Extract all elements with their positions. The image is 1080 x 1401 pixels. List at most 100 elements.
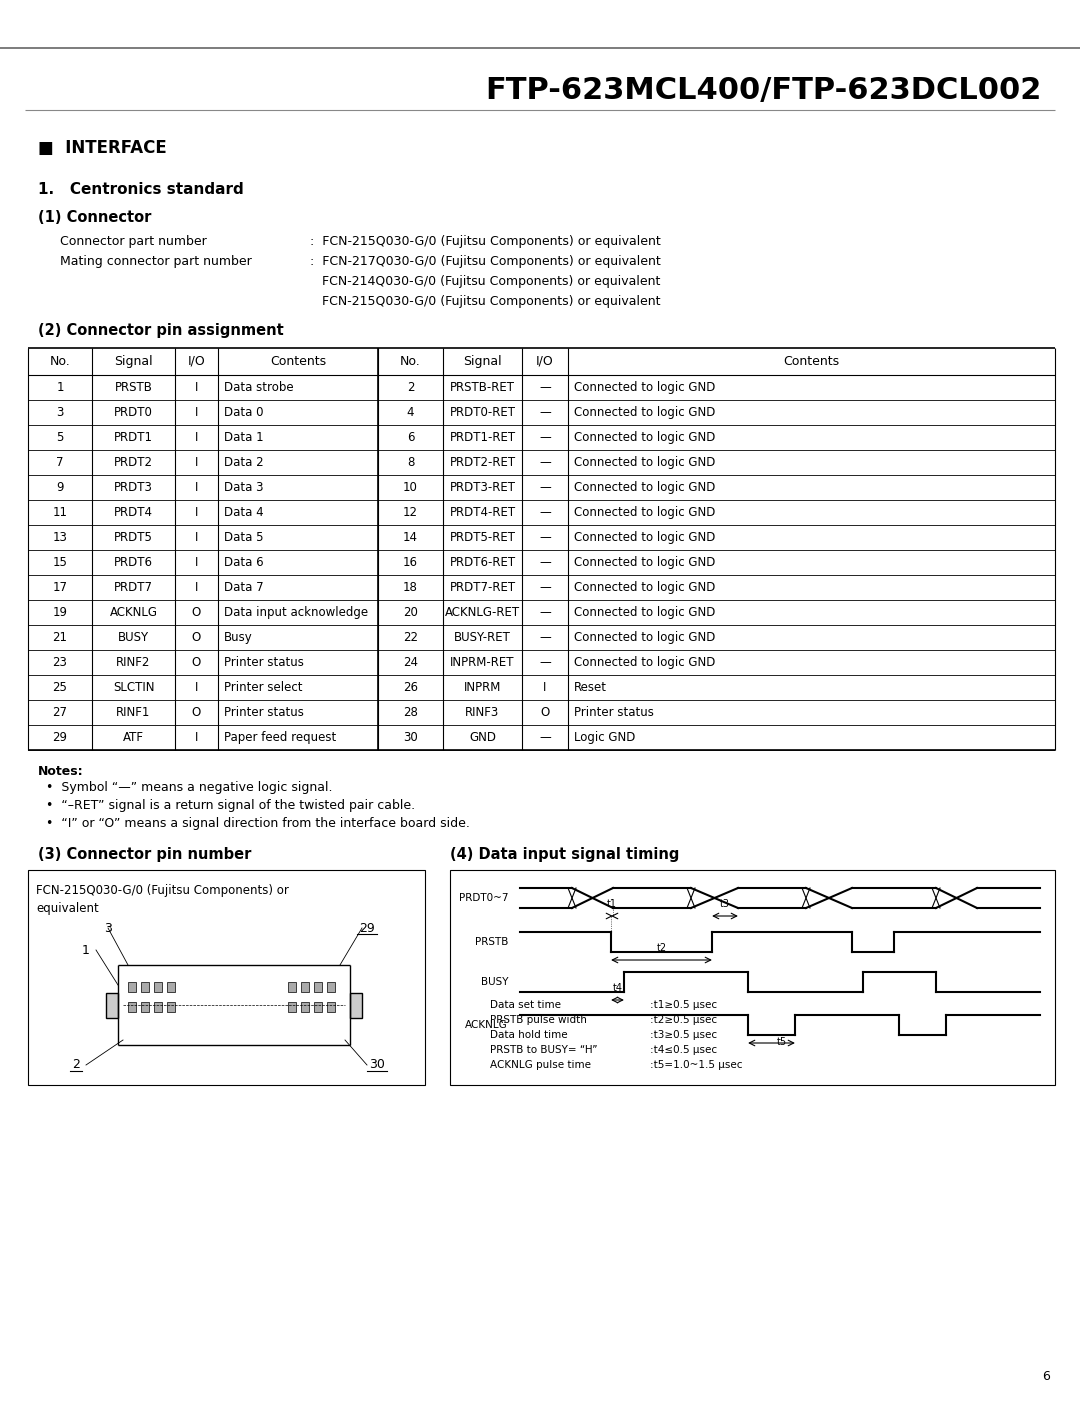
Text: Printer select: Printer select [224, 681, 302, 693]
Text: Data 1: Data 1 [224, 432, 264, 444]
Text: :  FCN-217Q030-G/0 (Fujitsu Components) or equivalent: : FCN-217Q030-G/0 (Fujitsu Components) o… [310, 255, 661, 269]
Text: —: — [539, 531, 551, 544]
Text: •  “I” or “O” means a signal direction from the interface board side.: • “I” or “O” means a signal direction fr… [38, 817, 470, 829]
Text: 4: 4 [407, 406, 415, 419]
Text: Data hold time: Data hold time [490, 1030, 568, 1040]
Text: —: — [539, 381, 551, 394]
Bar [129, 1002, 136, 1012]
Text: Reset: Reset [573, 681, 607, 693]
Text: 29: 29 [53, 731, 67, 744]
Bar [314, 982, 322, 992]
Text: BUSY: BUSY [481, 976, 508, 986]
Text: PRDT1-RET: PRDT1-RET [449, 432, 515, 444]
Text: I: I [194, 406, 199, 419]
Text: I: I [543, 681, 546, 693]
Text: PRDT1: PRDT1 [114, 432, 153, 444]
Text: FTP-623MCL400/FTP-623DCL002: FTP-623MCL400/FTP-623DCL002 [486, 76, 1042, 105]
Text: :t3≥0.5 μsec: :t3≥0.5 μsec [650, 1030, 717, 1040]
Text: No.: No. [50, 354, 70, 368]
Text: 17: 17 [53, 581, 67, 594]
Text: SLCTIN: SLCTIN [112, 681, 154, 693]
Text: Connected to logic GND: Connected to logic GND [573, 581, 715, 594]
Text: PRDT0~7: PRDT0~7 [459, 892, 508, 904]
Text: Connected to logic GND: Connected to logic GND [573, 432, 715, 444]
Text: RINF3: RINF3 [465, 706, 500, 719]
Text: I: I [194, 432, 199, 444]
Text: :t2≥0.5 μsec: :t2≥0.5 μsec [650, 1014, 717, 1026]
Text: Connector part number: Connector part number [60, 235, 206, 248]
Bar [106, 992, 118, 1017]
Bar [288, 1002, 296, 1012]
Text: FCN-215Q030-G/0 (Fujitsu Components) or equivalent: FCN-215Q030-G/0 (Fujitsu Components) or … [310, 296, 661, 308]
Text: •  Symbol “—” means a negative logic signal.: • Symbol “—” means a negative logic sign… [38, 780, 333, 794]
Text: PRDT3: PRDT3 [114, 481, 153, 495]
Text: PRDT6-RET: PRDT6-RET [449, 556, 515, 569]
Text: RINF2: RINF2 [117, 656, 151, 670]
Text: Busy: Busy [224, 630, 253, 644]
Bar [450, 870, 1055, 1084]
Text: 11: 11 [53, 506, 67, 518]
Text: 14: 14 [403, 531, 418, 544]
Text: O: O [540, 706, 550, 719]
Text: —: — [539, 506, 551, 518]
Text: Mating connector part number: Mating connector part number [60, 255, 252, 269]
Text: 18: 18 [403, 581, 418, 594]
Bar [327, 1002, 335, 1012]
Text: —: — [539, 481, 551, 495]
Text: t1: t1 [607, 899, 617, 909]
Text: ACKNLG: ACKNLG [109, 607, 158, 619]
Text: 23: 23 [53, 656, 67, 670]
Text: Contents: Contents [783, 354, 839, 368]
Text: I: I [194, 681, 199, 693]
Text: BUSY: BUSY [118, 630, 149, 644]
Text: 29: 29 [360, 922, 375, 934]
Text: Signal: Signal [463, 354, 502, 368]
Text: Data strobe: Data strobe [224, 381, 294, 394]
Text: O: O [192, 607, 201, 619]
Text: 6: 6 [407, 432, 415, 444]
Text: PRDT5-RET: PRDT5-RET [449, 531, 515, 544]
Bar [154, 1002, 162, 1012]
Text: FCN-215Q030-G/0 (Fujitsu Components) or: FCN-215Q030-G/0 (Fujitsu Components) or [36, 884, 288, 897]
Text: 25: 25 [53, 681, 67, 693]
Text: Data 7: Data 7 [224, 581, 264, 594]
Text: ACKNLG-RET: ACKNLG-RET [445, 607, 521, 619]
Text: RINF1: RINF1 [117, 706, 151, 719]
Text: :  FCN-215Q030-G/0 (Fujitsu Components) or equivalent: : FCN-215Q030-G/0 (Fujitsu Components) o… [310, 235, 661, 248]
Text: Connected to logic GND: Connected to logic GND [573, 531, 715, 544]
Text: 27: 27 [53, 706, 67, 719]
Text: No.: No. [400, 354, 421, 368]
Text: INPRM: INPRM [463, 681, 501, 693]
Text: PRSTB to BUSY= “H”: PRSTB to BUSY= “H” [490, 1045, 597, 1055]
Text: —: — [539, 630, 551, 644]
Text: ACKNLG pulse time: ACKNLG pulse time [490, 1061, 591, 1070]
Text: Printer status: Printer status [224, 656, 303, 670]
Bar [350, 992, 362, 1017]
Text: Signal: Signal [114, 354, 152, 368]
Text: (3) Connector pin number: (3) Connector pin number [38, 848, 252, 863]
Text: I: I [194, 455, 199, 469]
Text: PRDT4-RET: PRDT4-RET [449, 506, 515, 518]
Text: —: — [539, 556, 551, 569]
Text: —: — [539, 406, 551, 419]
Text: 22: 22 [403, 630, 418, 644]
Text: PRDT0-RET: PRDT0-RET [449, 406, 515, 419]
Bar [301, 982, 309, 992]
Text: t5: t5 [777, 1037, 786, 1047]
Text: PRSTB pulse width: PRSTB pulse width [490, 1014, 586, 1026]
Text: Connected to logic GND: Connected to logic GND [573, 506, 715, 518]
Text: —: — [539, 581, 551, 594]
Text: PRDT4: PRDT4 [114, 506, 153, 518]
Text: PRDT5: PRDT5 [114, 531, 153, 544]
Text: I/O: I/O [188, 354, 205, 368]
Text: :t1≥0.5 μsec: :t1≥0.5 μsec [650, 1000, 717, 1010]
Text: PRSTB: PRSTB [114, 381, 152, 394]
Text: PRDT0: PRDT0 [114, 406, 153, 419]
Text: equivalent: equivalent [36, 902, 98, 915]
Bar [288, 982, 296, 992]
Text: FCN-214Q030-G/0 (Fujitsu Components) or equivalent: FCN-214Q030-G/0 (Fujitsu Components) or … [310, 276, 660, 289]
Text: 15: 15 [53, 556, 67, 569]
Text: 2: 2 [407, 381, 415, 394]
Bar [301, 1002, 309, 1012]
Text: INPRM-RET: INPRM-RET [450, 656, 515, 670]
